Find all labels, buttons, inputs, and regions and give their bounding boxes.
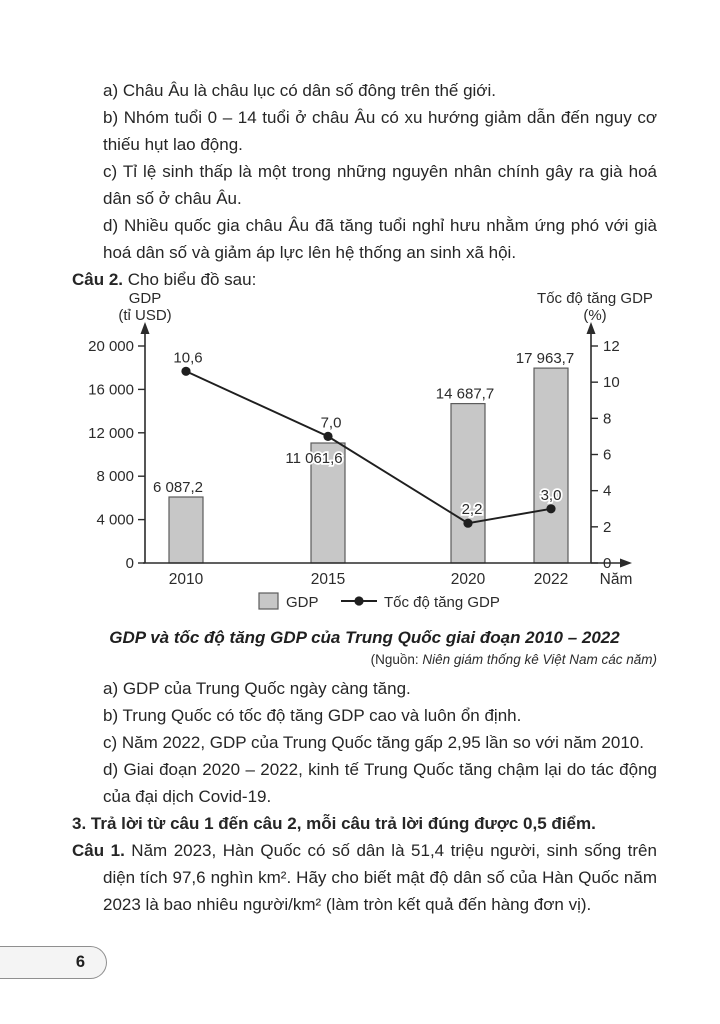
x-tick-label: 2015 — [311, 571, 345, 588]
statement-2a: a) GDP của Trung Quốc ngày càng tăng. — [103, 679, 411, 698]
question-1-label: Câu 1. — [72, 841, 125, 860]
question-2-line: Câu 2. Cho biểu đồ sau: — [72, 266, 657, 293]
right-axis-tick-label: 8 — [603, 410, 611, 427]
right-axis-unit: (%) — [583, 307, 606, 324]
bar-value-label: 11 061,6 — [285, 450, 342, 467]
right-axis-tick-label: 12 — [603, 338, 620, 355]
page-number: 6 — [75, 953, 85, 971]
left-axis-unit: (tỉ USD) — [118, 307, 171, 324]
x-tick-label: 2020 — [451, 571, 486, 588]
x-tick-label: 2022 — [534, 571, 568, 588]
line-value-label: 10,6 — [173, 349, 202, 366]
right-axis-tick-label: 6 — [603, 447, 611, 464]
question-2-label: Câu 2. — [72, 270, 124, 289]
statement-c: c) Tỉ lệ sinh thấp là một trong những ng… — [103, 162, 657, 208]
right-axis-tick-label: 10 — [603, 374, 620, 391]
gdp-bar — [168, 496, 204, 564]
right-axis-arrow — [586, 322, 596, 334]
gdp-chart: 2010 2015 2020 2022 Năm 0 4 000 8 000 12 000 16 0… — [85, 290, 665, 623]
question-2-text: Cho biểu đồ sau: — [127, 270, 257, 289]
x-axis-title: Năm — [600, 571, 633, 588]
left-axis-arrow — [140, 322, 150, 334]
statement-2b: b) Trung Quốc có tốc độ tăng GDP cao và … — [103, 706, 522, 725]
chart-caption: GDP và tốc độ tăng GDP của Trung Quốc gi… — [72, 626, 657, 669]
question-1-paragraph: Câu 1. Năm 2023, Hàn Quốc có số dân là 5… — [72, 837, 657, 918]
legend-bar-swatch — [258, 592, 279, 610]
line-value-label: 2,2 — [462, 501, 483, 518]
left-axis-tick-label: 0 — [126, 555, 134, 572]
chart-source-text: Niên giám thống kê Việt Nam các năm) — [422, 652, 657, 667]
left-axis-tick-label: 4 000 — [96, 512, 134, 529]
growth-point — [463, 518, 473, 528]
statements-block-upper: a) Châu Âu là châu lục có dân số đông tr… — [72, 77, 657, 293]
bar-value-label: 17 963,7 — [516, 350, 574, 367]
bar-value-label: 6 087,2 — [153, 479, 203, 496]
right-axis-tick-label: 2 — [603, 519, 611, 536]
chart-source-prefix: (Nguồn: — [370, 652, 423, 667]
line-value-label: 3,0 — [541, 487, 562, 504]
left-axis-tick-label: 8 000 — [96, 468, 134, 485]
bar-value-label: 14 687,7 — [436, 386, 494, 403]
gdp-bar — [533, 367, 569, 564]
gdp-bar — [310, 442, 346, 564]
left-axis-tick-label: 16 000 — [88, 381, 134, 398]
statement-2c: c) Năm 2022, GDP của Trung Quốc tăng gấp… — [103, 733, 644, 752]
left-axis-tick-label: 20 000 — [88, 338, 134, 355]
left-axis-title: GDP — [129, 290, 162, 307]
growth-point — [181, 366, 191, 376]
right-axis-title: Tốc độ tăng GDP — [537, 290, 653, 307]
page-number-tab: 6 — [0, 946, 107, 979]
growth-line — [185, 370, 552, 525]
section-3-heading: 3. Trả lời từ câu 1 đến câu 2, mỗi câu t… — [72, 814, 596, 833]
gdp-bar — [450, 402, 486, 564]
chart-source: (Nguồn: Niên giám thống kê Việt Nam các … — [72, 651, 657, 669]
statements-block-lower: a) GDP của Trung Quốc ngày càng tăng. b)… — [72, 675, 657, 918]
legend-bar-label: GDP — [286, 594, 319, 611]
right-axis-tick-label: 4 — [603, 483, 611, 500]
legend-line-dot — [354, 596, 364, 606]
statement-a: a) Châu Âu là châu lục có dân số đông tr… — [103, 81, 496, 100]
x-axis-arrow — [620, 558, 632, 568]
growth-point — [546, 504, 556, 514]
statement-d: d) Nhiều quốc gia châu Âu đã tăng tuổi n… — [103, 216, 657, 262]
statement-2d: d) Giai đoạn 2020 – 2022, kinh tế Trung … — [103, 760, 657, 806]
left-axis-tick-label: 12 000 — [88, 425, 134, 442]
line-value-label: 7,0 — [321, 414, 342, 431]
legend-line-label: Tốc độ tăng GDP — [384, 594, 500, 611]
right-axis-tick-label: 0 — [603, 555, 611, 572]
growth-point — [323, 431, 333, 441]
statement-b: b) Nhóm tuổi 0 – 14 tuổi ở châu Âu có xu… — [103, 108, 657, 154]
chart-title: GDP và tốc độ tăng GDP của Trung Quốc gi… — [109, 628, 620, 647]
x-tick-label: 2010 — [169, 571, 204, 588]
question-1-text: Năm 2023, Hàn Quốc có số dân là 51,4 tri… — [103, 841, 657, 914]
